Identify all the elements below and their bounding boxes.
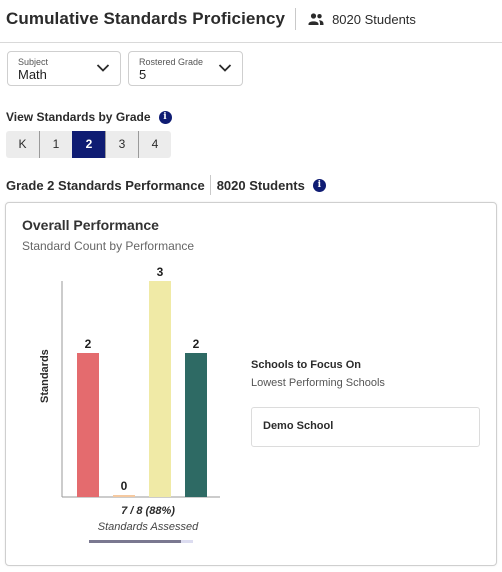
- card-subtitle: Standard Count by Performance: [22, 239, 195, 253]
- people-icon: [308, 13, 324, 25]
- performance-heading: Grade 2 Standards Performance 8020 Stude…: [6, 175, 326, 195]
- info-icon[interactable]: i: [312, 178, 326, 192]
- subject-select-value: Math: [18, 67, 47, 82]
- view-by-grade-label: View Standards by Grade: [6, 110, 151, 124]
- chevron-down-icon: [96, 64, 110, 72]
- focus-school-item[interactable]: Demo School: [251, 407, 480, 447]
- performance-student-count: 8020 Students: [216, 177, 305, 193]
- grade-tab-4[interactable]: 4: [138, 131, 171, 158]
- overall-performance-card: Overall Performance Standard Count by Pe…: [5, 202, 497, 566]
- page-title: Cumulative Standards Proficiency: [6, 9, 286, 28]
- y-axis-label: Standards: [39, 349, 51, 403]
- performance-divider: [209, 175, 211, 195]
- header-student-count: 8020 Students: [332, 11, 416, 27]
- grade-tab-2[interactable]: 2: [72, 131, 105, 158]
- progress-fill: [89, 540, 181, 543]
- focus-title: Schools to Focus On: [251, 359, 362, 371]
- standards-assessed-progress: [89, 540, 193, 543]
- chart-bar-4[interactable]: [185, 353, 207, 497]
- header-divider-line: [0, 42, 502, 43]
- rostered-grade-select-label: Rostered Grade: [139, 57, 204, 67]
- rostered-grade-select[interactable]: Rostered Grade 5: [128, 51, 243, 86]
- chart-bar-value-label-1: 2: [85, 337, 92, 351]
- chart-bar-3[interactable]: [149, 281, 171, 497]
- subject-select-label: Subject: [18, 57, 49, 67]
- focus-subtitle: Lowest Performing Schools: [251, 377, 385, 389]
- header-divider: [295, 8, 297, 30]
- standards-assessed-value: 7 / 8 (88%): [121, 505, 175, 517]
- grade-tab-1[interactable]: 1: [39, 131, 72, 158]
- rostered-grade-select-value: 5: [139, 67, 147, 82]
- card-title: Overall Performance: [22, 217, 159, 233]
- performance-title: Grade 2 Standards Performance: [6, 177, 205, 193]
- chart-bar-value-label-4: 2: [193, 337, 200, 351]
- page-header: Cumulative Standards Proficiency 8020 St…: [6, 6, 416, 32]
- grade-tab-k[interactable]: K: [6, 131, 39, 158]
- chevron-down-icon: [218, 64, 232, 72]
- standards-assessed-label: Standards Assessed: [97, 521, 199, 533]
- chart-bar-value-label-3: 3: [157, 265, 164, 279]
- chart-bar-1[interactable]: [77, 353, 99, 497]
- grade-tab-3[interactable]: 3: [105, 131, 138, 158]
- view-by-grade-heading: View Standards by Grade i: [6, 110, 172, 124]
- info-icon[interactable]: i: [158, 110, 172, 124]
- chart-bar-2[interactable]: [113, 495, 135, 497]
- subject-select[interactable]: Subject Math: [7, 51, 121, 86]
- chart-bar-value-label-2: 0: [121, 479, 128, 493]
- grade-tab-group: K 1 2 3 4: [6, 131, 171, 158]
